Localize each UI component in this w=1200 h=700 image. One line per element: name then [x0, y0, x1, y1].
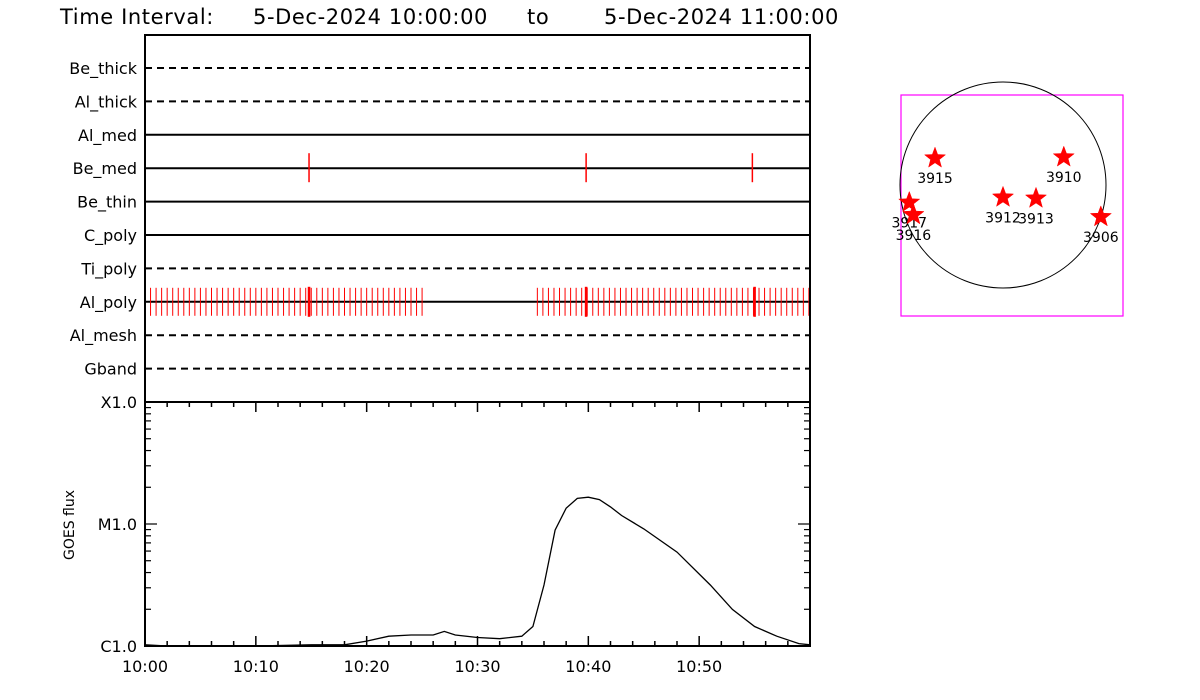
interval-connector: to — [527, 5, 549, 29]
active-region-label: 3906 — [1083, 230, 1119, 246]
active-region-star-icon — [902, 203, 925, 225]
active-region-label: 3913 — [1018, 211, 1054, 227]
timeline-row-label: Be_thin — [77, 193, 137, 213]
timeline-row-label: C_poly — [84, 226, 137, 246]
timeline-row-label: Be_med — [73, 159, 137, 179]
attenuator-timeline-panel: Be_thick Al_thick Al_med Be_med Be_thin C_pol… — [69, 59, 810, 379]
x-tick-label: 10:30 — [454, 657, 500, 676]
y-tick-label: C1.0 — [100, 637, 137, 656]
timeline-row-label: Be_thick — [69, 59, 137, 79]
active-region-label: 3915 — [917, 171, 953, 187]
x-tick-label: 10:40 — [565, 657, 611, 676]
x-tick-label: 10:10 — [233, 657, 279, 676]
y-tick-label: M1.0 — [98, 515, 137, 534]
map-fov-box — [900, 94, 1124, 317]
goes-flux-line — [144, 496, 811, 647]
goes-ylabel: GOES flux — [62, 490, 78, 560]
timeline-row-label: Gband — [84, 360, 137, 379]
active-region-star-icon — [898, 190, 921, 212]
timeline-row-label: Al_thick — [75, 92, 138, 112]
active-region-star-icon — [1024, 186, 1048, 208]
goes-frame — [144, 401, 811, 647]
goes-flux-panel: 10:00 10:10 10:20 10:30 10:40 10:50 C1.0 M1.0 X1… — [98, 393, 811, 676]
timeline-row-label: Al_poly — [80, 293, 137, 313]
y-tick-label: X1.0 — [101, 393, 137, 412]
active-region-label: 3910 — [1046, 170, 1082, 186]
active-region-star-icon — [923, 146, 947, 168]
timeline-row-label: Al_med — [78, 126, 137, 146]
x-tick-label: 10:50 — [676, 657, 722, 676]
active-region-label: 3912 — [985, 210, 1021, 226]
interval-start: 5-Dec-2024 10:00:00 — [253, 5, 488, 29]
active-region-label: 3916 — [896, 228, 932, 244]
timeline-row-label: Al_mesh — [70, 326, 137, 346]
active-region-star-icon — [991, 185, 1015, 207]
interval-prefix: Time Interval: — [59, 5, 214, 29]
timeline-row-label: Ti_poly — [80, 259, 137, 279]
timeline-frame — [144, 34, 811, 403]
x-tick-label: 10:20 — [344, 657, 390, 676]
active-region-star-icon — [1089, 205, 1112, 227]
x-tick-label: 10:00 — [122, 657, 168, 676]
solar-limb-circle — [899, 81, 1107, 289]
interval-end: 5-Dec-2024 11:00:00 — [604, 5, 839, 29]
active-region-star-icon — [1052, 145, 1075, 167]
